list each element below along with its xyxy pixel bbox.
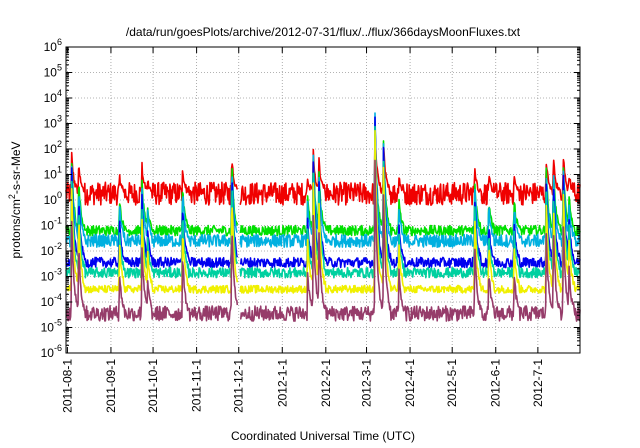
x-tick-label: 2012-6-1 (489, 359, 503, 407)
y-tick-label: 100 (44, 190, 62, 207)
y-axis-label-rest: -s-sr-MeV (9, 141, 23, 194)
tick-layer (66, 46, 580, 354)
y-tick-label: 10-6 (41, 343, 62, 360)
x-tick-label: 2011-10-1 (146, 359, 160, 413)
y-tick-label: 10-2 (41, 241, 62, 258)
y-tick-label: 10-4 (41, 292, 62, 309)
chart-title: /data/run/goesPlots/archive/2012-07-31/f… (126, 25, 521, 39)
y-axis-label-sup: 2 (7, 194, 17, 199)
series-line-2 (65, 121, 581, 237)
y-tick-label: 103 (44, 114, 62, 131)
series-line-7 (65, 159, 581, 322)
series-line-5 (65, 125, 581, 279)
x-tick-label: 2012-2-1 (319, 359, 333, 407)
series-line-3 (65, 112, 581, 248)
x-axis-label: Coordinated Universal Time (UTC) (231, 429, 415, 443)
y-tick-label: 10-3 (41, 267, 62, 284)
x-tick-label: 2011-09-1 (104, 359, 118, 413)
series-line-6 (65, 129, 581, 294)
x-tick-label: 2012-7-1 (531, 359, 545, 407)
y-tick-label: 101 (44, 165, 62, 182)
y-axis-label-base: protons/cm (9, 199, 23, 258)
x-tick-label: 2011-12-1 (232, 359, 246, 413)
series-line-4 (65, 116, 581, 269)
y-axis-label: protons/cm2-s-sr-MeV (7, 141, 23, 258)
x-tick-label: 2011-11-1 (190, 359, 204, 412)
data-layer (65, 112, 581, 322)
y-tick-label: 102 (44, 139, 62, 156)
series-line-1 (65, 127, 581, 206)
y-tick-label: 104 (44, 88, 62, 105)
y-tick-label: 10-1 (41, 216, 62, 233)
label-layer: 106 105 104 103 102 101 100 10-1 10-2 10-3 10-4 10-… (41, 37, 545, 413)
x-tick-label: 2012-4-1 (403, 359, 417, 407)
y-tick-label: 10-5 (41, 318, 62, 335)
y-tick-label: 106 (44, 37, 62, 54)
x-tick-label: 2011-08-1 (60, 359, 74, 413)
y-tick-label: 105 (44, 63, 62, 80)
x-tick-label: 2012-5-1 (445, 359, 459, 407)
x-tick-label: 2012-1-1 (275, 359, 289, 407)
x-tick-label: 2012-3-1 (360, 359, 374, 407)
